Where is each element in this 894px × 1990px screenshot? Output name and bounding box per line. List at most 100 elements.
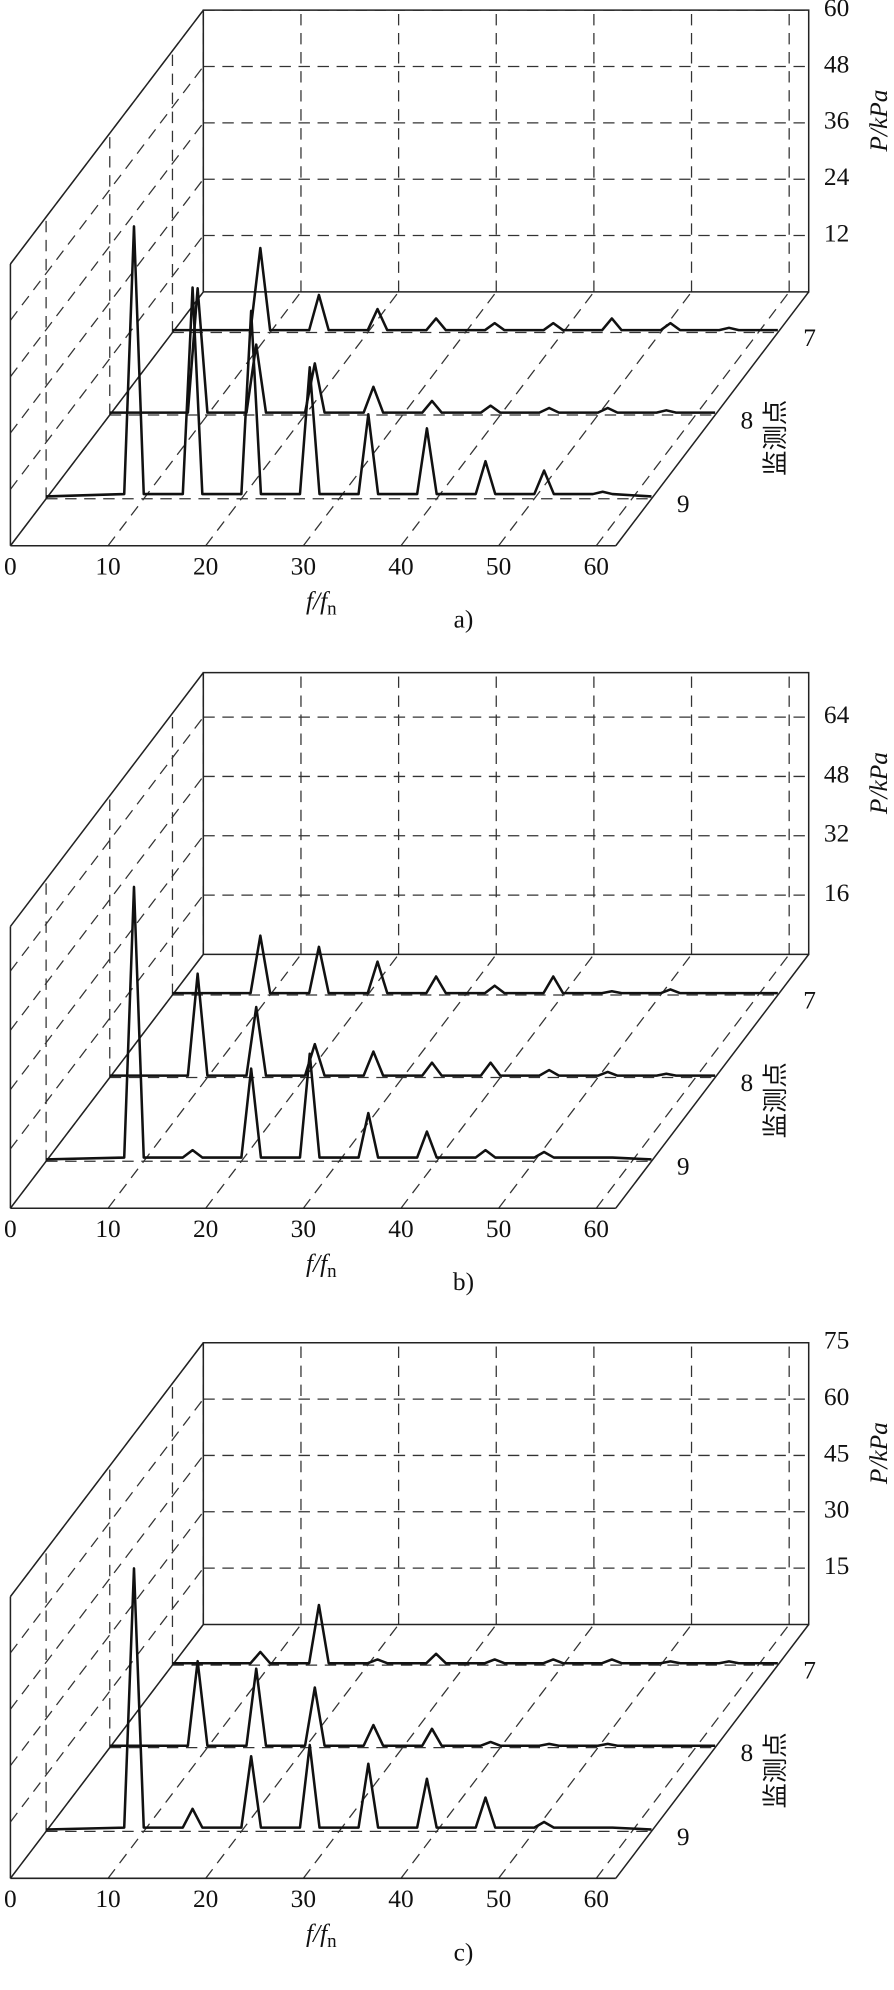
- row-label: 8: [741, 1739, 754, 1767]
- x-tick-label: 50: [486, 1215, 511, 1243]
- y-tick-label: 60: [824, 1383, 849, 1411]
- side-grid-line: [9, 894, 204, 1150]
- x-tick-label: 10: [95, 1885, 120, 1913]
- axis-line: [615, 1624, 810, 1879]
- row-label: 7: [803, 324, 816, 352]
- floor-grid-line: [107, 291, 302, 547]
- side-grid-line: [9, 1567, 204, 1823]
- floor-grid-line: [498, 1624, 693, 1879]
- side-grid-line: [9, 66, 204, 321]
- depth-label: 监测点: [762, 1062, 790, 1138]
- x-axis-label-main: f/f: [306, 587, 330, 615]
- x-tick-label: 0: [4, 552, 17, 580]
- y-tick-label: 32: [824, 820, 849, 848]
- x-tick-label: 20: [193, 1215, 218, 1243]
- x-axis-label: f/fn: [306, 587, 337, 620]
- back-wall: [202, 1341, 810, 1626]
- axis-line: [615, 953, 810, 1209]
- floor-grid-line: [107, 1624, 302, 1879]
- floor-grid-line: [205, 954, 400, 1209]
- y-tick-label: 60: [824, 0, 849, 22]
- series-line: [109, 286, 716, 414]
- row-label: 9: [677, 1823, 690, 1851]
- series-line: [172, 934, 778, 995]
- series-line: [109, 1659, 716, 1747]
- y-tick-label: 48: [824, 760, 849, 788]
- y-axis-label: P/kPa: [865, 752, 893, 815]
- side-grid-line: [9, 1398, 204, 1654]
- y-tick-label: 12: [824, 219, 849, 247]
- x-axis-label-main: f/f: [306, 1919, 330, 1947]
- side-grid-line: [9, 716, 204, 972]
- series-line: [172, 1603, 778, 1665]
- y-tick-label: 36: [824, 107, 849, 135]
- x-tick-label: 60: [584, 552, 609, 580]
- x-axis-label: f/fn: [306, 1249, 337, 1282]
- series-line: [172, 246, 778, 332]
- floor-grid-line: [400, 1624, 595, 1879]
- x-tick-label: 30: [291, 552, 316, 580]
- x-tick-label: 40: [388, 1215, 413, 1243]
- x-axis-label-main: f/f: [306, 1249, 330, 1277]
- floor-grid-line: [595, 291, 790, 547]
- x-axis-label-sub: n: [327, 1931, 337, 1952]
- x-axis-label-sub: n: [327, 599, 337, 620]
- x-tick-label: 0: [4, 1885, 17, 1913]
- floor-grid-line: [107, 954, 302, 1209]
- y-tick-label: 30: [824, 1496, 849, 1524]
- y-tick-label: 15: [824, 1552, 849, 1580]
- x-tick-label: 20: [193, 552, 218, 580]
- floor-grid-line: [595, 954, 790, 1209]
- x-tick-label: 30: [291, 1215, 316, 1243]
- axis-line: [9, 953, 204, 1209]
- floor-grid-line: [498, 291, 693, 547]
- side-grid-line: [9, 1511, 204, 1767]
- panel-label: a): [454, 606, 474, 634]
- row-label: 8: [741, 406, 754, 434]
- axis-line: [9, 291, 204, 547]
- y-tick-label: 75: [824, 1327, 849, 1355]
- panel-label: c): [454, 1938, 474, 1966]
- depth-label: 监测点: [762, 400, 790, 476]
- side-grid-line: [9, 235, 204, 490]
- x-tick-label: 40: [388, 552, 413, 580]
- y-tick-label: 48: [824, 50, 849, 78]
- x-tick-label: 10: [95, 552, 120, 580]
- y-axis-label: P/kPa: [865, 90, 893, 153]
- floor-grid-line: [400, 291, 595, 547]
- x-axis-label: f/fn: [306, 1919, 337, 1952]
- y-axis-label: P/kPa: [865, 1422, 893, 1485]
- side-grid-line: [9, 122, 204, 378]
- panel-label: b): [453, 1268, 474, 1296]
- row-label: 9: [677, 490, 690, 518]
- x-tick-label: 50: [486, 552, 511, 580]
- x-tick-label: 0: [4, 1215, 17, 1243]
- x-tick-label: 60: [584, 1885, 609, 1913]
- x-tick-label: 60: [584, 1215, 609, 1243]
- floor-grid-line: [498, 954, 693, 1209]
- x-axis-label-sub: n: [327, 1261, 337, 1282]
- floor-grid-line: [302, 1624, 497, 1879]
- floor-grid-line: [400, 954, 595, 1209]
- series-line: [109, 972, 716, 1077]
- axis-line: [9, 672, 204, 927]
- x-tick-label: 20: [193, 1885, 218, 1913]
- floor-grid-line: [302, 954, 497, 1209]
- axis-line: [9, 9, 204, 265]
- y-tick-label: 45: [824, 1439, 849, 1467]
- axis-line: [9, 1624, 204, 1879]
- floor-grid-line: [595, 1624, 790, 1879]
- floor-grid-line: [205, 291, 400, 547]
- row-label: 8: [741, 1069, 754, 1097]
- row-label: 9: [677, 1153, 690, 1181]
- depth-label: 监测点: [762, 1732, 790, 1808]
- x-tick-label: 50: [486, 1885, 511, 1913]
- axis-line: [615, 291, 810, 547]
- y-tick-label: 16: [824, 879, 849, 907]
- x-tick-label: 30: [291, 1885, 316, 1913]
- side-grid-line: [9, 835, 204, 1090]
- back-wall: [202, 9, 810, 293]
- side-grid-line: [9, 178, 204, 434]
